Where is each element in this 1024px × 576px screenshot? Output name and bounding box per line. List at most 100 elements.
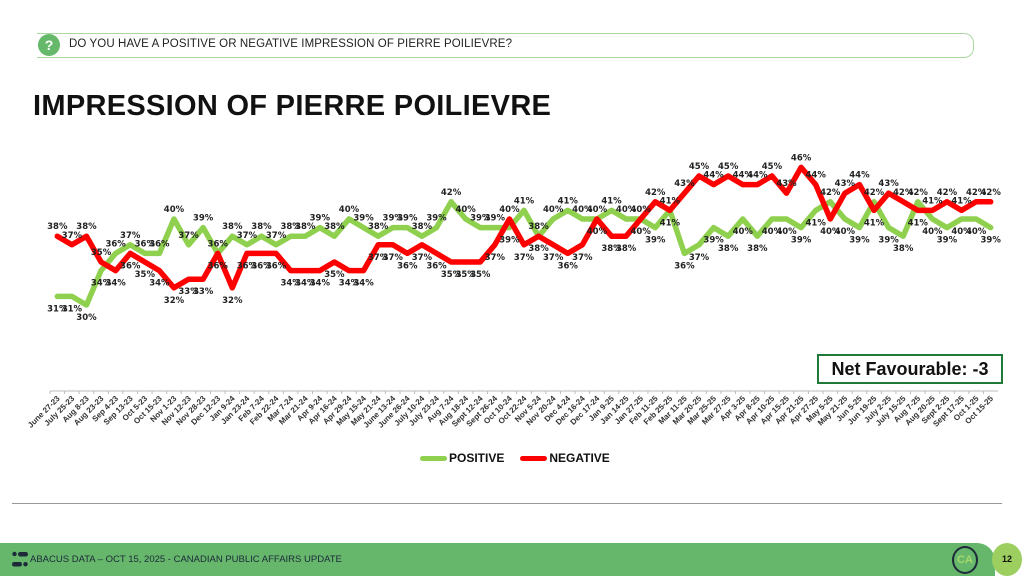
data-label-positive: 36% (149, 239, 170, 249)
data-label-positive: 39% (426, 214, 447, 224)
data-label-positive: 39% (703, 236, 724, 246)
data-label-positive: 38% (280, 222, 301, 232)
data-label-positive: 41% (514, 196, 535, 206)
data-label-positive: 40% (776, 227, 797, 237)
data-label-negative: 34% (310, 279, 331, 289)
data-label-negative: 42% (937, 188, 958, 198)
data-label-negative: 38% (601, 244, 622, 254)
data-label-negative: 42% (645, 188, 666, 198)
data-label-negative: 44% (747, 171, 768, 181)
data-label-positive: 40% (922, 227, 943, 237)
data-label-negative: 37% (485, 253, 506, 263)
data-label-negative: 38% (616, 244, 637, 254)
data-label-positive: 38% (222, 222, 243, 232)
data-label-positive: 39% (310, 214, 331, 224)
data-label-negative: 36% (251, 261, 272, 271)
data-label-positive: 38% (893, 244, 914, 254)
data-label-negative: 45% (762, 162, 783, 172)
data-label-positive: 36% (208, 261, 229, 271)
data-label-positive: 40% (630, 227, 651, 237)
data-label-negative: 38% (528, 222, 549, 232)
data-label-negative: 44% (849, 171, 870, 181)
data-label-positive: 37% (237, 231, 258, 241)
data-label-positive: 38% (324, 222, 345, 232)
data-label-positive: 38% (368, 222, 389, 232)
data-label-positive: 38% (747, 244, 768, 254)
data-label-positive: 40% (951, 227, 972, 237)
data-label-negative: 43% (776, 179, 797, 189)
data-label-positive: 40% (733, 227, 754, 237)
data-label-negative: 33% (193, 287, 214, 297)
series-line-negative (54, 164, 994, 291)
ca-badge-icon: CA (952, 546, 978, 574)
data-label-positive: 38% (528, 244, 549, 254)
data-label-negative: 35% (441, 270, 462, 280)
data-label-positive: 40% (455, 205, 476, 215)
data-label-positive: 30% (76, 313, 97, 323)
page-number: 12 (992, 543, 1022, 576)
data-label-positive: 39% (193, 214, 214, 224)
data-label-negative: 36% (237, 261, 258, 271)
data-label-negative: 36% (558, 261, 579, 271)
data-label-negative: 35% (470, 270, 491, 280)
data-label-positive: 39% (397, 214, 418, 224)
data-label-negative: 36% (120, 261, 141, 271)
data-label-positive: 37% (689, 253, 710, 263)
data-label-positive: 36% (105, 239, 126, 249)
data-label-positive: 41% (660, 218, 681, 228)
data-label-positive: 38% (295, 222, 316, 232)
data-label-negative: 37% (368, 253, 389, 263)
data-label-positive: 42% (820, 188, 841, 198)
data-label-positive: 36% (135, 239, 156, 249)
data-label-negative: 45% (689, 162, 710, 172)
data-label-negative: 37% (514, 253, 535, 263)
data-label-negative: 32% (222, 296, 243, 306)
data-label-positive: 39% (499, 236, 520, 246)
data-label-negative: 37% (412, 253, 433, 263)
data-label-negative: 36% (208, 239, 229, 249)
data-label-negative: 34% (353, 279, 374, 289)
data-label-positive: 40% (339, 205, 360, 215)
data-label-positive: 40% (616, 205, 637, 215)
net-favourable-box: Net Favourable: -3 (817, 354, 1003, 384)
question-banner (37, 33, 974, 58)
data-label-negative: 37% (572, 253, 593, 263)
data-label-negative: 34% (295, 279, 316, 289)
data-label-positive: 37% (120, 231, 141, 241)
data-label-positive: 42% (908, 188, 929, 198)
data-label-negative: 41% (922, 196, 943, 206)
data-label-negative: 34% (105, 279, 126, 289)
data-label-negative: 46% (791, 153, 812, 163)
data-label-negative: 40% (630, 205, 651, 215)
data-label-positive: 37% (178, 231, 199, 241)
abacus-logo-icon (12, 551, 28, 567)
data-label-positive: 39% (849, 236, 870, 246)
data-label-negative: 35% (324, 270, 345, 280)
data-label-positive: 31% (62, 304, 83, 314)
data-label-positive: 39% (981, 236, 1002, 246)
data-label-positive: 37% (266, 231, 287, 241)
footer-text: ABACUS DATA – OCT 15, 2025 - CANADIAN PU… (30, 554, 342, 565)
data-label-positive: 40% (572, 205, 593, 215)
data-label-negative: 38% (47, 222, 68, 232)
legend-swatch-negative (520, 455, 548, 461)
data-label-positive: 40% (543, 205, 564, 215)
legend-label-negative: NEGATIVE (549, 451, 610, 465)
data-label-positive: 38% (412, 222, 433, 232)
data-label-negative: 42% (893, 188, 914, 198)
data-label-negative: 43% (835, 179, 856, 189)
data-label-positive: 42% (441, 188, 462, 198)
data-label-negative: 34% (339, 279, 360, 289)
data-label-negative: 42% (966, 188, 987, 198)
data-label-positive: 40% (587, 227, 608, 237)
data-label-positive: 38% (718, 244, 739, 254)
data-label-positive: 36% (674, 261, 695, 271)
data-label-positive: 41% (558, 196, 579, 206)
data-label-negative: 38% (76, 222, 97, 232)
data-label-positive: 40% (966, 227, 987, 237)
data-label-positive: 40% (164, 205, 185, 215)
data-label-negative: 45% (718, 162, 739, 172)
data-label-positive: 39% (353, 214, 374, 224)
data-label-positive: 34% (91, 279, 112, 289)
